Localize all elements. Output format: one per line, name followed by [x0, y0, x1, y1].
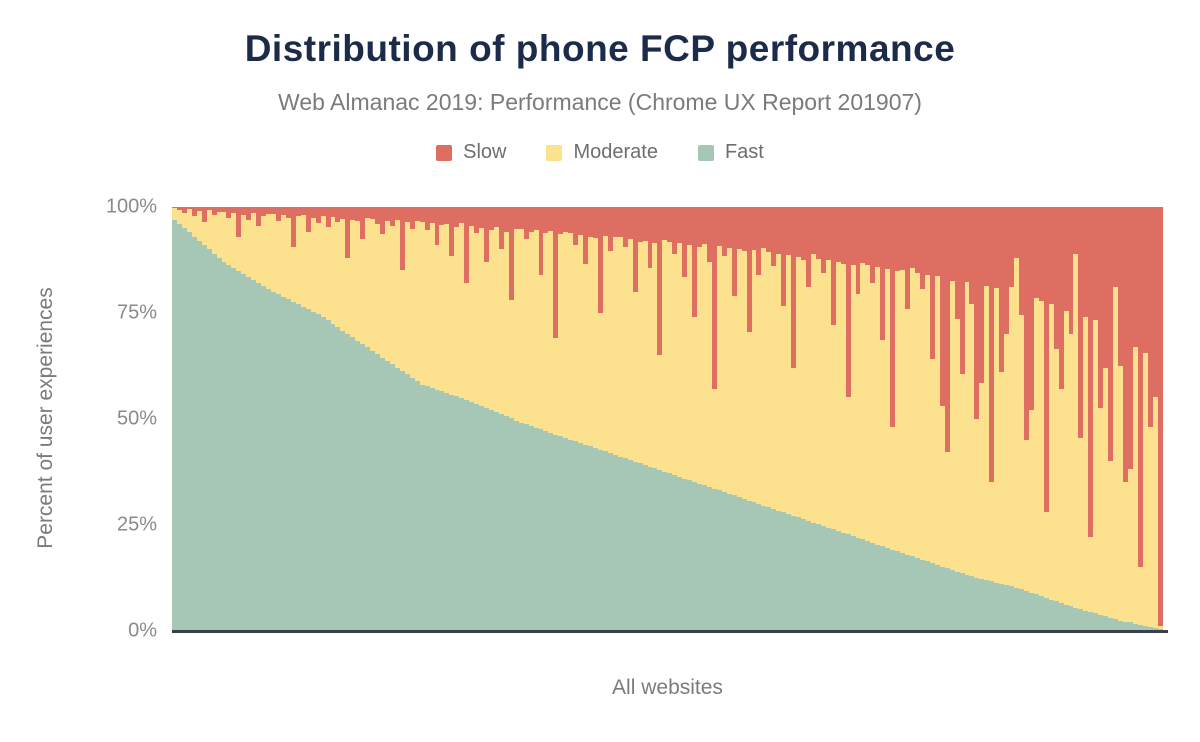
x-axis-line [172, 630, 1168, 633]
legend-label-fast: Fast [725, 141, 764, 164]
chart-subtitle: Web Almanac 2019: Performance (Chrome UX… [0, 89, 1200, 116]
y-tick-label: 50% [117, 408, 157, 431]
legend-item-moderate: Moderate [546, 141, 658, 164]
chart-figure: Distribution of phone FCP performance We… [0, 0, 1200, 742]
legend-swatch-moderate-icon [546, 145, 562, 161]
legend-item-fast: Fast [698, 141, 764, 164]
bar-segment-slow [1158, 207, 1163, 626]
chart-title: Distribution of phone FCP performance [0, 28, 1200, 70]
x-axis-title: All websites [172, 676, 1163, 700]
bar [1158, 207, 1163, 630]
y-tick-label: 25% [117, 514, 157, 537]
legend-swatch-fast-icon [698, 145, 714, 161]
y-axis-title: Percent of user experiences [34, 287, 58, 548]
chart-legend: Slow Moderate Fast [0, 141, 1200, 164]
legend-item-slow: Slow [436, 141, 506, 164]
y-tick-label: 75% [117, 302, 157, 325]
legend-swatch-slow-icon [436, 145, 452, 161]
legend-label-moderate: Moderate [573, 141, 658, 164]
stacked-bars-plot-area [172, 207, 1163, 630]
y-tick-label: 100% [106, 196, 157, 219]
y-tick-label: 0% [128, 620, 157, 643]
legend-label-slow: Slow [463, 141, 506, 164]
